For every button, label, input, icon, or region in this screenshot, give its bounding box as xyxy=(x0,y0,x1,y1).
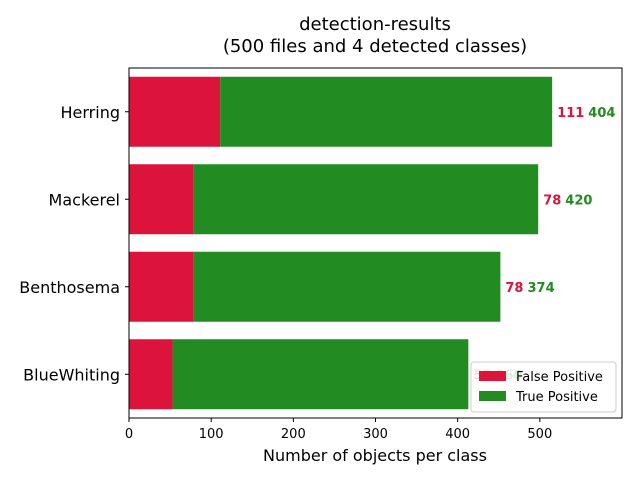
bar-benthosema-series-1 xyxy=(193,251,501,322)
x-tick-label: 100 xyxy=(199,427,224,442)
legend-swatch xyxy=(479,371,506,381)
data-label-benthosema-series-1: 374 xyxy=(527,281,554,296)
x-tick-label: 200 xyxy=(281,427,306,442)
data-label-mackerel-series-1: 420 xyxy=(565,193,592,208)
y-tick-label: Benthosema xyxy=(19,278,120,297)
plot-frame xyxy=(128,67,623,419)
bar-mackerel-series-1 xyxy=(193,164,539,235)
legend-swatch xyxy=(479,391,506,401)
data-label-herring-series-1: 404 xyxy=(588,106,615,121)
chart-title: detection-results xyxy=(299,14,451,35)
bar-bluewhiting-series-1 xyxy=(172,339,469,410)
x-tick-label: 300 xyxy=(363,427,388,442)
y-tick-label: Herring xyxy=(61,103,121,122)
bar-bluewhiting-series-0 xyxy=(129,339,173,410)
x-tick-label: 400 xyxy=(445,427,470,442)
bar-benthosema-series-0 xyxy=(129,251,194,322)
data-label-herring-series-0: 111 xyxy=(557,106,584,121)
legend-box xyxy=(470,361,617,413)
legend: False Positive True Positive xyxy=(470,361,617,413)
y-tick-label: BlueWhiting xyxy=(23,365,120,384)
data-label-mackerel-series-0: 78 xyxy=(543,193,561,208)
bar-herring-series-1 xyxy=(220,76,553,147)
x-tick-label: 500 xyxy=(527,427,552,442)
legend-label: True Positive xyxy=(515,390,598,405)
bar-mackerel-series-0 xyxy=(129,164,194,235)
legend-label: False Positive xyxy=(516,370,603,385)
bar-herring-series-0 xyxy=(129,76,221,147)
chart-subtitle: (500 files and 4 detected classes) xyxy=(223,36,527,57)
x-axis-label: Number of objects per class xyxy=(263,446,487,465)
y-tick-label: Mackerel xyxy=(49,190,120,209)
data-label-benthosema-series-0: 78 xyxy=(505,281,523,296)
x-tick-label: 0 xyxy=(125,427,133,442)
